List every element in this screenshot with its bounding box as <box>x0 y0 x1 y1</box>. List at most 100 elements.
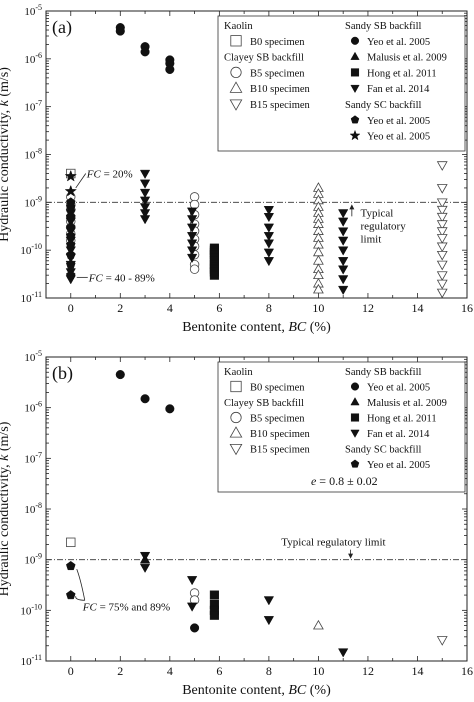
limit-arrowhead <box>348 553 354 559</box>
data-point-pentagon-fill <box>65 249 76 259</box>
data-point-star-fill <box>64 169 77 182</box>
x-tick-label: 6 <box>216 664 222 678</box>
data-point-triangle-down-fill <box>338 257 349 267</box>
x-tick-label: 0 <box>68 301 74 315</box>
legend-marker-circle-open <box>230 411 242 424</box>
legend-marker-triangle-down-open <box>229 99 243 111</box>
data-point-triangle-down-open <box>436 279 448 290</box>
data-point-circle-open <box>189 199 200 210</box>
limit-label: Typical <box>361 207 394 219</box>
legend-marker-triangle-up-fill <box>350 51 360 60</box>
data-point-circle-fill <box>140 394 150 404</box>
y-tick-label: 10-10 <box>20 602 42 617</box>
legend-entry: Malusis et al. 2009 <box>367 398 447 409</box>
data-point-triangle-down-fill <box>186 602 198 612</box>
data-point-triangle-down-fill <box>139 551 151 562</box>
data-point-circle-fill <box>190 623 200 633</box>
data-point-triangle-down-fill <box>338 209 349 219</box>
data-point-triangle-up-open <box>312 246 324 257</box>
data-point-triangle-down-fill <box>186 253 198 264</box>
x-axis-label: Bentonite content, BC (%) <box>182 683 331 697</box>
legend-header: Clayey SB backfill <box>224 398 304 409</box>
data-point-triangle-down-fill <box>338 285 349 296</box>
legend-marker-triangle-up-fill <box>350 397 360 406</box>
legend-marker-square-fill <box>350 68 360 77</box>
legend-entry: Yeo et al. 2005 <box>367 460 430 471</box>
legend-marker-circle-fill <box>350 36 360 45</box>
legend-entry: B0 specimen <box>250 383 305 394</box>
x-tick-label: 16 <box>461 664 473 678</box>
data-point-triangle-down-fill <box>186 576 198 586</box>
x-tick-label: 14 <box>411 301 423 315</box>
data-point-triangle-down-fill <box>186 239 198 249</box>
legend-marker-triangle-up-open <box>229 426 243 438</box>
legend-entry: Fan et al. 2014 <box>367 429 430 440</box>
x-tick-label: 6 <box>216 301 222 315</box>
y-tick-label: 10-8 <box>24 147 42 162</box>
data-point-triangle-down-open <box>436 636 448 646</box>
y-tick-label: 10-8 <box>24 501 42 516</box>
annotation-arrow <box>75 173 87 189</box>
data-point-triangle-down-open <box>436 184 448 194</box>
annotation-fc-75-89: FC = 75% and 89% <box>82 601 170 613</box>
legend-entry: B5 specimen <box>250 68 305 79</box>
legend-marker-circle-fill <box>350 382 360 391</box>
data-point-triangle-up-open <box>312 255 324 265</box>
data-point-triangle-down-fill <box>338 275 349 285</box>
y-tick-label: 10-10 <box>20 242 42 257</box>
panel-label: (a) <box>52 17 72 38</box>
data-point-pentagon-fill <box>65 201 76 212</box>
data-point-square-fill <box>209 590 219 600</box>
data-point-triangle-up-open <box>312 283 324 294</box>
x-tick-label: 12 <box>362 664 374 678</box>
data-point-triangle-down-open <box>436 212 448 223</box>
data-point-circle-open <box>189 264 200 274</box>
legend-box <box>217 15 466 152</box>
limit-label: limit <box>361 233 382 245</box>
y-axis-label: Hydraulic conductivity, k (m/s) <box>0 421 12 596</box>
y-tick-label: 10-9 <box>24 552 42 567</box>
data-point-triangle-down-fill <box>139 169 151 179</box>
legend-entry: Yeo et al. 2005 <box>367 116 430 127</box>
x-tick-label: 12 <box>362 301 374 315</box>
x-tick-label: 10 <box>312 301 324 315</box>
legend-header: Kaolin <box>224 21 253 32</box>
legend-entry: Yeo et al. 2005 <box>367 37 430 48</box>
legend-marker-circle-open <box>230 66 242 79</box>
y-tick-label: 10-5 <box>24 3 42 18</box>
legend-marker-pentagon-fill <box>350 115 360 124</box>
data-point-circle-fill <box>115 26 125 36</box>
x-tick-label: 2 <box>117 301 123 315</box>
data-point-triangle-down-fill <box>139 203 151 213</box>
x-tick-label: 2 <box>117 664 123 678</box>
legend-marker-star-fill <box>349 129 361 141</box>
x-tick-label: 0 <box>68 664 74 678</box>
legend-header: Clayey SB backfill <box>224 53 304 64</box>
data-point-circle-fill <box>165 404 175 414</box>
x-tick-label: 10 <box>312 664 324 678</box>
data-point-triangle-down-fill <box>263 223 275 233</box>
annotation-void-ratio: e = 0.8 ± 0.02 <box>311 474 378 488</box>
data-point-triangle-down-open <box>436 220 448 230</box>
x-tick-label: 16 <box>461 301 473 315</box>
legend-marker-square-open <box>230 380 242 393</box>
panel-label: (b) <box>52 363 73 384</box>
data-point-triangle-down-fill <box>338 265 349 275</box>
data-point-triangle-down-fill <box>338 217 349 227</box>
y-axis-label: Hydraulic conductivity, k (m/s) <box>0 67 12 242</box>
x-tick-label: 8 <box>266 301 272 315</box>
data-point-triangle-down-open <box>436 234 448 244</box>
data-point-pentagon-fill <box>65 270 76 280</box>
legend-entry: Yeo et al. 2005 <box>367 132 430 143</box>
chart-panel-a: 0 2 4 6 8 10 12 14 16 10-11 10-10 10-9 10-8 10-7 10-6 1… <box>0 3 473 335</box>
data-point-pentagon-fill <box>65 560 76 571</box>
data-point-triangle-up-open <box>312 619 324 630</box>
data-point-triangle-down-fill <box>186 215 198 225</box>
y-tick-label: 10-5 <box>24 349 42 364</box>
data-point-pentagon-fill <box>65 259 76 269</box>
legend-entry: B15 specimen <box>250 100 311 111</box>
data-point-triangle-down-fill <box>263 206 275 216</box>
legend-header: Kaolin <box>224 367 253 378</box>
data-point-triangle-down-open <box>436 288 448 299</box>
legend-entry: Malusis et al. 2009 <box>367 53 447 64</box>
